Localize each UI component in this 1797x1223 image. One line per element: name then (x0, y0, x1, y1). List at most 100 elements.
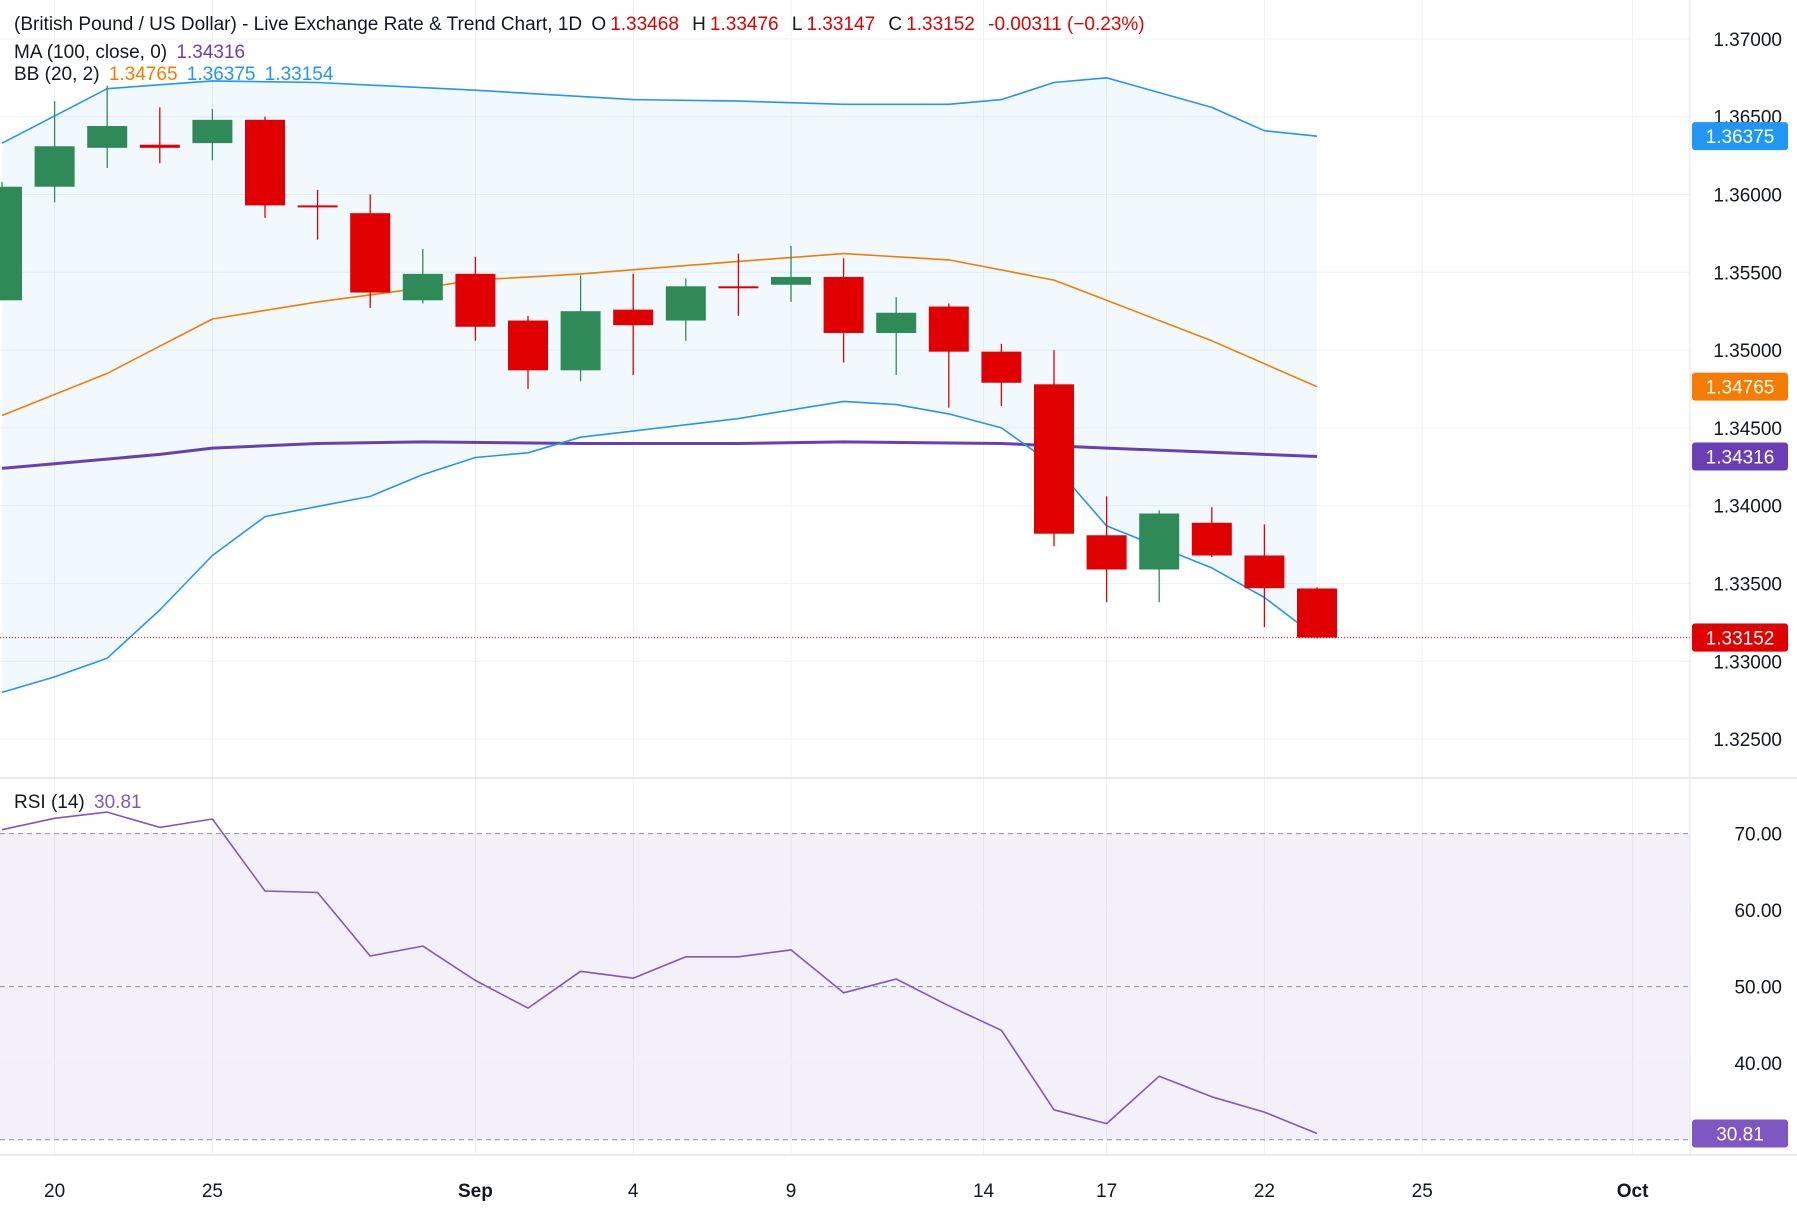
candle-body (1244, 555, 1285, 589)
candle (34, 101, 75, 203)
price-tag (1692, 623, 1788, 652)
candle (1191, 507, 1232, 558)
rsi-value-tag-label: 30.81 (1716, 1124, 1764, 1145)
bb-upper-line (1, 77, 1318, 144)
candle (245, 116, 285, 218)
price-tag-label: 1.36375 (1706, 127, 1775, 148)
candle (1244, 524, 1285, 628)
rsi-axis-tick: 50.00 (1734, 978, 1782, 999)
price-tag (1692, 442, 1788, 471)
price-axis-tick: 1.34500 (1713, 419, 1782, 440)
ohlc-low: L 1.33147 (792, 14, 879, 35)
ma-legend[interactable]: MA (100, close, 0) 1.34316 (14, 42, 249, 64)
candle (350, 194, 391, 309)
price-axis-tick: 1.34000 (1713, 497, 1782, 518)
candle (665, 278, 706, 341)
candle-body (34, 146, 75, 187)
bb-lower-line (1, 400, 1318, 694)
time-axis-tick: 25 (202, 1181, 223, 1202)
bb-band-fill (2, 77, 1317, 693)
price-axis-tick: 1.32500 (1713, 730, 1782, 751)
bb-legend[interactable]: BB (20, 2) 1.34765 1.36375 1.33154 (14, 64, 337, 86)
candle-body (1139, 513, 1180, 570)
candle-body (1034, 384, 1074, 534)
candle-body (560, 311, 601, 371)
candle (1086, 496, 1127, 603)
ohlc-close-value: 1.33152 (906, 14, 975, 35)
bb-legend-lower: 1.33154 (264, 64, 334, 85)
ohlc-close: C 1.33152 (888, 14, 978, 35)
ohlc-high: H 1.33476 (692, 14, 782, 35)
candle (455, 256, 496, 341)
candle (1139, 510, 1180, 603)
time-axis-tick: 4 (628, 1181, 639, 1202)
price-tag (1692, 122, 1788, 151)
price-tag-label: 1.34765 (1706, 378, 1775, 399)
candle (771, 245, 811, 302)
candle (0, 182, 22, 301)
candle (192, 108, 233, 161)
candle (928, 303, 969, 408)
ohlc-high-key: H (692, 14, 706, 35)
candle (402, 248, 443, 304)
price-axis-tick: 1.33000 (1713, 652, 1782, 673)
candle-body (613, 309, 654, 326)
candle-body (665, 286, 706, 321)
candle (297, 189, 338, 240)
ohlc-open-key: O (591, 14, 607, 35)
ma-legend-value: 1.34316 (176, 42, 246, 63)
bb-legend-label: BB (20, 2) (14, 64, 100, 85)
candle-body (1191, 522, 1232, 556)
price-axis-tick: 1.36000 (1713, 186, 1782, 207)
rsi-axis-tick: 40.00 (1734, 1054, 1782, 1075)
candle-body (245, 119, 285, 206)
rsi-legend-value: 30.81 (94, 792, 142, 813)
candle-body (981, 351, 1022, 383)
time-axis-tick: 25 (1412, 1181, 1433, 1202)
time-axis-tick: 14 (973, 1181, 995, 1202)
bb-legend-upper: 1.36375 (186, 64, 256, 85)
candle-body (718, 286, 759, 289)
chart-title: (British Pound / US Dollar) - Live Excha… (14, 14, 583, 35)
ma-100-line (1, 440, 1318, 470)
candle (560, 275, 601, 382)
price-tag-label: 1.34316 (1706, 448, 1775, 469)
candle-body (0, 186, 22, 301)
time-axis-tick: 9 (786, 1181, 797, 1202)
rsi-value-tag (1692, 1119, 1788, 1148)
time-axis-tick: 22 (1254, 1181, 1275, 1202)
candle (1297, 587, 1337, 639)
price-axis-tick: 1.33500 (1713, 575, 1782, 596)
candle-body (192, 119, 233, 144)
price-axis-tick: 1.37000 (1713, 30, 1782, 51)
candle-body (87, 126, 128, 148)
time-axis-tick: 20 (44, 1181, 65, 1202)
bb-basis-line (1, 252, 1318, 417)
candle (508, 315, 548, 389)
ohlc-low-key: L (791, 14, 803, 35)
rsi-legend[interactable]: RSI (14) 30.81 (14, 792, 146, 814)
price-axis-tick: 1.35500 (1713, 263, 1782, 284)
candle-body (1086, 535, 1127, 570)
ma-legend-label: MA (100, close, 0) (14, 42, 168, 63)
rsi-axis-tick: 70.00 (1734, 825, 1782, 846)
rsi-axis-tick: 60.00 (1734, 901, 1782, 922)
candle-body (1297, 588, 1337, 638)
bb-legend-basis: 1.34765 (108, 64, 178, 85)
ohlc-open-value: 1.33468 (610, 14, 679, 35)
rsi-legend-label: RSI (14) (14, 792, 85, 813)
candle-body (139, 144, 180, 148)
time-axis-tick: Oct (1617, 1181, 1649, 1202)
candle-body (297, 205, 338, 208)
candle-body (402, 273, 443, 301)
candle (139, 107, 180, 164)
candle (981, 343, 1022, 407)
candle-body (823, 276, 864, 333)
time-axis-tick: Sep (458, 1181, 493, 1202)
rsi-line (1, 811, 1318, 1135)
chart-header: (British Pound / US Dollar) - Live Excha… (14, 14, 1149, 36)
candle-body (771, 276, 811, 285)
candle (718, 253, 759, 316)
candle-body (455, 273, 496, 327)
